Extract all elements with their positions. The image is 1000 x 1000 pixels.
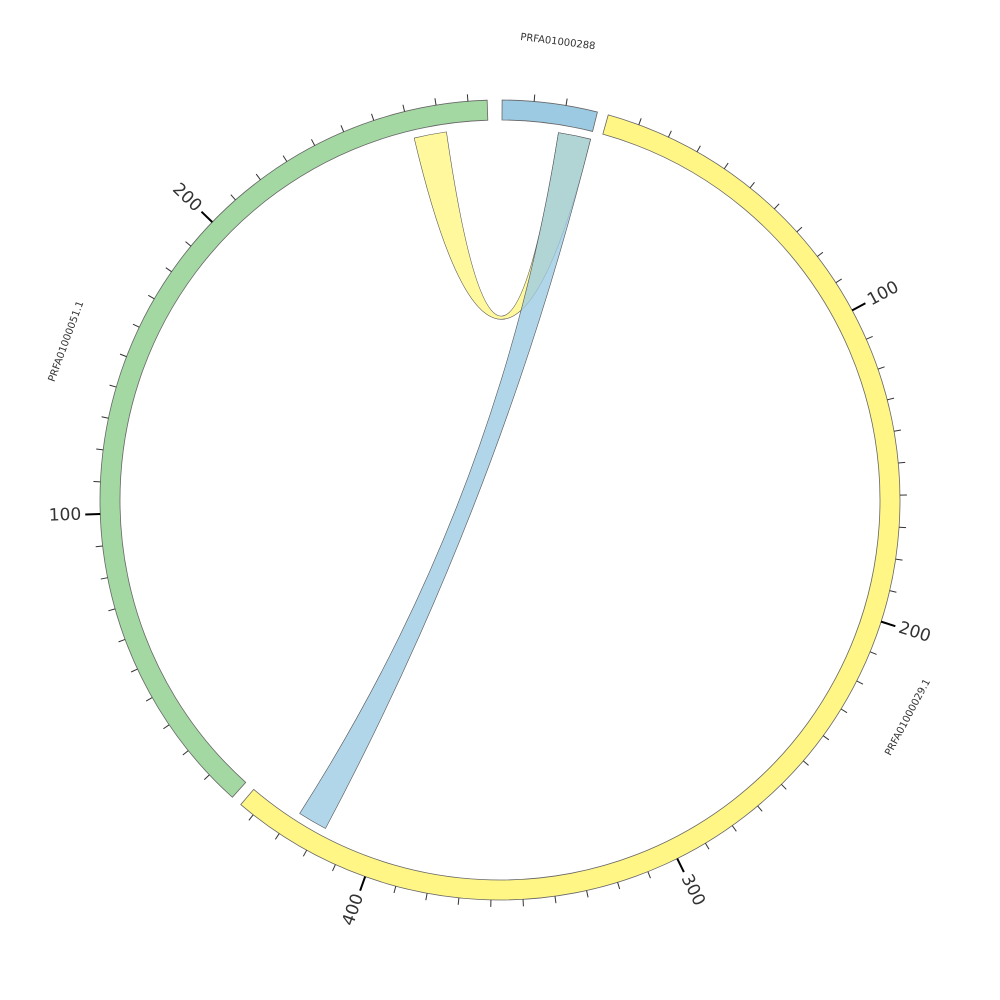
minor-tick	[340, 125, 345, 132]
segment-arc	[501, 99, 598, 132]
minor-tick	[887, 397, 895, 401]
minor-tick	[840, 708, 848, 714]
minor-tick	[533, 94, 536, 102]
segment-arc	[99, 99, 489, 798]
minor-tick	[332, 864, 336, 872]
minor-tick	[185, 241, 192, 247]
tick-label: 200	[168, 179, 205, 216]
minor-tick	[817, 251, 824, 257]
minor-tick	[109, 384, 117, 388]
minor-tick	[165, 267, 172, 273]
minor-tick	[822, 735, 830, 741]
minor-tick	[425, 893, 428, 901]
major-tick	[676, 858, 685, 873]
minor-tick	[101, 416, 109, 419]
minor-tick	[302, 849, 308, 857]
minor-tick	[781, 783, 787, 790]
minor-tick	[95, 545, 103, 548]
major-tick	[880, 620, 896, 628]
tick-label: 100	[864, 277, 902, 310]
minor-tick	[96, 448, 104, 451]
minor-tick	[757, 805, 763, 812]
minor-tick	[230, 194, 236, 201]
minor-tick	[402, 104, 406, 112]
minor-tick	[100, 577, 108, 580]
minor-tick	[893, 429, 902, 432]
minor-tick	[866, 335, 873, 340]
minor-tick	[749, 182, 755, 189]
segment-name: PRFA01000051.1	[47, 300, 87, 384]
minor-tick	[145, 697, 153, 702]
minor-tick	[371, 113, 375, 121]
minor-tick	[802, 760, 809, 766]
minor-tick	[565, 98, 568, 106]
minor-tick	[638, 118, 642, 126]
tick-label: 400	[338, 891, 368, 928]
major-tick	[359, 876, 367, 892]
minor-tick	[147, 294, 155, 300]
major-tick	[200, 210, 213, 223]
minor-tick	[796, 226, 803, 233]
minor-tick	[835, 278, 842, 284]
minor-tick	[696, 145, 701, 153]
minor-tick	[773, 203, 780, 210]
minor-tick	[310, 139, 316, 146]
minor-tick	[108, 608, 116, 612]
segment-name: PRFA01000288	[520, 32, 596, 52]
minor-tick	[617, 882, 621, 890]
minor-tick	[203, 774, 210, 781]
minor-tick	[898, 461, 906, 464]
tick-label: 100	[48, 505, 81, 526]
link-ribbon	[299, 132, 591, 829]
minor-tick	[393, 886, 397, 894]
minor-tick	[182, 750, 189, 756]
minor-tick	[877, 366, 885, 370]
tick-label: 200	[896, 618, 933, 647]
segment-name: PRFA01000029.1	[883, 677, 933, 757]
major-tick	[85, 512, 101, 516]
minor-tick	[466, 94, 469, 102]
minor-tick	[248, 814, 254, 821]
minor-tick	[731, 825, 737, 832]
minor-tick	[282, 155, 288, 162]
minor-tick	[554, 896, 557, 904]
minor-tick	[856, 680, 864, 685]
minor-tick	[457, 897, 460, 905]
minor-tick	[163, 724, 170, 730]
minor-tick	[130, 668, 138, 673]
minor-tick	[434, 98, 437, 106]
major-tick	[851, 302, 866, 312]
minor-tick	[132, 323, 140, 328]
minor-tick	[667, 130, 672, 138]
minor-tick	[869, 651, 877, 655]
minor-tick	[119, 353, 127, 358]
minor-tick	[274, 833, 280, 840]
minor-tick	[647, 871, 651, 879]
minor-tick	[255, 173, 261, 181]
minor-tick	[723, 162, 729, 170]
minor-tick	[704, 842, 710, 850]
minor-tick	[118, 638, 126, 643]
minor-tick	[586, 890, 589, 898]
tick-label: 300	[677, 871, 709, 909]
minor-tick	[889, 590, 897, 593]
segment-arc	[240, 114, 901, 901]
minor-tick	[895, 558, 903, 561]
